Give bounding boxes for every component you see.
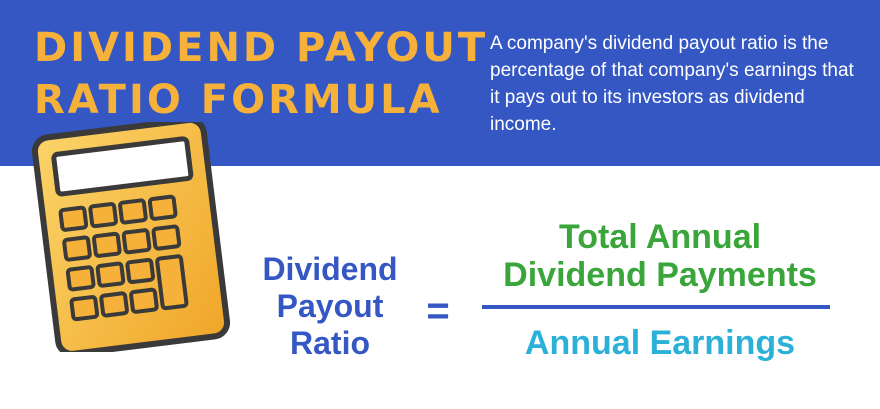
calculator-icon [31, 122, 230, 352]
formula-numerator-line-1: Total Annual [558, 218, 762, 256]
formula-numerator: Total Annual Dividend Payments [480, 218, 840, 294]
formula-lhs-line-2: Payout [276, 288, 384, 324]
equals-sign: = [426, 289, 450, 333]
formula-lhs: Dividend Payout Ratio [240, 251, 420, 362]
formula-numerator-line-2: Dividend Payments [503, 256, 817, 294]
description-text: A company's dividend payout ratio is the… [490, 33, 854, 135]
page-title: DIVIDEND PAYOUT RATIO FORMULA [34, 22, 488, 126]
formula-lhs-line-1: Dividend [262, 251, 398, 287]
formula-lhs-line-3: Ratio [290, 325, 370, 361]
fraction-bar [482, 305, 830, 309]
formula-denominator: Annual Earnings [524, 324, 796, 362]
title-line-2: RATIO FORMULA [34, 77, 443, 123]
title-line-1: DIVIDEND PAYOUT [34, 25, 489, 71]
